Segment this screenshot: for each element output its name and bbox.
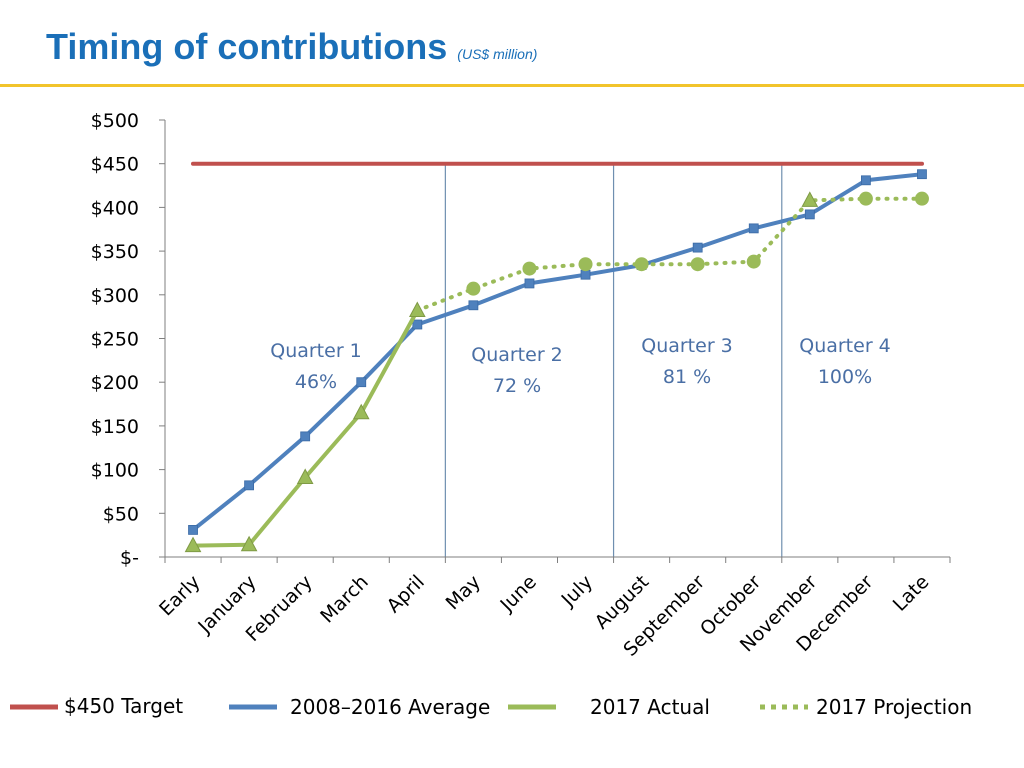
x-tick-label-early: Early [155, 571, 204, 620]
series-line-average [191, 172, 924, 532]
page-subtitle: (US$ million) [457, 46, 538, 62]
legend-item-actual: 2017 Actual [508, 695, 710, 719]
legend-label-actual: 2017 Actual [590, 695, 710, 719]
legend-item-target: $450 Target [10, 694, 183, 718]
axes [159, 119, 951, 563]
quarter-annotation-4: Quarter 4 100% [799, 335, 891, 388]
quarter-annotations: Quarter 146%Quarter 272 %Quarter 381 %Qu… [270, 335, 891, 397]
y-tick-label: $- [120, 547, 139, 569]
legend-label-target: $450 Target [64, 694, 183, 718]
y-tick-label: $250 [91, 329, 139, 351]
series-projection [415, 191, 929, 313]
average-point [804, 209, 815, 220]
y-tick-label: $500 [91, 110, 139, 132]
legend-label-projection: 2017 Projection [816, 695, 972, 719]
series-actual [184, 301, 426, 553]
y-tick-label: $200 [91, 372, 139, 394]
x-tick-label-late: Late [889, 571, 934, 616]
quarter-percent: 81 % [663, 366, 711, 388]
quarter-name: Quarter 1 [270, 340, 362, 362]
average-point [860, 175, 871, 186]
x-tick-label-may: May [442, 571, 485, 614]
quarter-annotation-1: Quarter 1 46% [270, 340, 362, 393]
actual-point [296, 468, 314, 484]
average-point [748, 223, 759, 234]
projection-point [466, 281, 481, 296]
average-point [356, 377, 367, 388]
quarter-name: Quarter 3 [641, 335, 733, 357]
projection-point [858, 191, 873, 206]
x-tick-label-april: April [383, 571, 429, 617]
projection-point [634, 257, 649, 272]
projection-point [914, 191, 929, 206]
legend-label-average: 2008–2016 Average [290, 695, 490, 719]
average-point [412, 319, 423, 330]
series-line-projection [415, 196, 924, 313]
y-tick-label: $300 [91, 285, 139, 307]
y-tick-label: $150 [91, 416, 139, 438]
page-title: Timing of contributions [46, 26, 448, 67]
x-tick-label-july: July [557, 571, 597, 611]
average-point [244, 480, 255, 491]
average-point [692, 242, 703, 253]
title-block: Timing of contributions (US$ million) [46, 26, 537, 68]
projection-point [690, 257, 705, 272]
quarter-percent: 100% [818, 366, 872, 388]
y-tick-label: $450 [91, 154, 139, 176]
projection-point [578, 257, 593, 272]
average-point [580, 269, 591, 280]
average-point [524, 278, 535, 289]
quarter-annotation-2: Quarter 2 72 % [471, 344, 563, 397]
series-layer [184, 161, 929, 553]
legend-item-projection: 2017 Projection [760, 695, 972, 719]
projection-point [801, 191, 819, 207]
legend: $450 Target 2008–2016 Average 2017 Actual 2… [10, 694, 972, 719]
quarter-name: Quarter 2 [471, 344, 563, 366]
actual-point [240, 535, 258, 552]
y-tick-label: $100 [91, 460, 139, 482]
quarter-annotation-3: Quarter 3 81 % [641, 335, 733, 388]
legend-item-average: 2008–2016 Average [229, 695, 490, 719]
average-point [917, 169, 927, 180]
y-tick-label: $400 [91, 197, 139, 219]
quarter-name: Quarter 4 [799, 335, 891, 357]
projection-point [522, 261, 537, 276]
average-point [300, 431, 311, 442]
x-tick-label-march: March [316, 571, 373, 628]
projection-point [746, 254, 761, 269]
average-point [188, 525, 198, 535]
y-tick-label: $50 [103, 503, 139, 525]
y-tick-label: $350 [91, 241, 139, 263]
actual-point [352, 403, 370, 420]
average-point [468, 300, 479, 311]
actual-point [184, 536, 202, 553]
quarter-percent: 72 % [493, 375, 541, 397]
x-tick-label-june: June [495, 571, 541, 617]
title-divider [0, 84, 1024, 87]
quarter-percent: 46% [295, 371, 337, 393]
